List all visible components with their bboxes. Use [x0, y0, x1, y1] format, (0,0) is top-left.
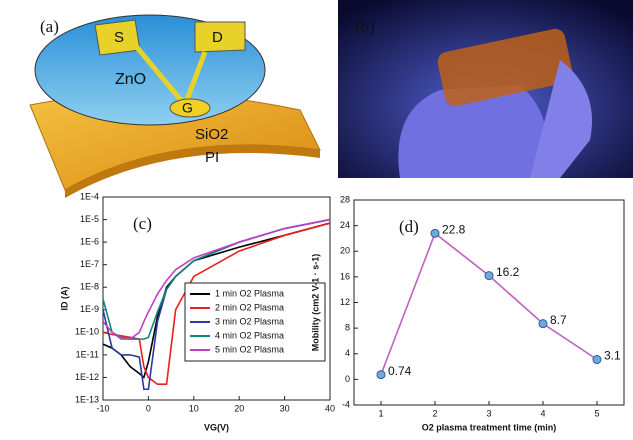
x-tick-label: 0 [146, 403, 151, 413]
y-tick-label: 28 [340, 194, 350, 204]
y-tick-label: 1E-12 [75, 372, 99, 382]
panel-label: (b) [355, 17, 375, 36]
panel-label: (c) [133, 214, 152, 233]
series-line [381, 233, 597, 374]
data-label: 22.8 [442, 222, 466, 236]
data-point [431, 229, 439, 237]
data-label: 8.7 [550, 313, 567, 327]
schematic-label: PI [205, 149, 219, 166]
legend-label: 4 min O2 Plasma [215, 330, 284, 340]
legend-label: 1 min O2 Plasma [215, 288, 284, 298]
panel-label: (d) [399, 217, 419, 236]
figure: (a) S D ZnO G SiO2 PI (b) 1E-13 1E-12 1E-1… [0, 0, 633, 435]
y-tick-label: 1E-4 [80, 191, 99, 201]
x-tick-label: 20 [234, 403, 244, 413]
x-tick-label: 40 [325, 403, 335, 413]
y-tick-label: 1E-6 [80, 236, 99, 246]
y-tick-label: 24 [340, 220, 350, 230]
schematic-label: ZnO [115, 71, 146, 88]
x-axis-label: O2 plasma treatment time (min) [422, 422, 557, 432]
x-tick-label: -10 [96, 403, 109, 413]
x-tick-label: 3 [486, 408, 491, 418]
x-tick-label: 1 [378, 408, 383, 418]
y-tick-label: 1E-13 [75, 394, 99, 404]
y-tick-label: 8 [345, 323, 350, 333]
x-axis-label: VG(V) [204, 422, 229, 432]
schematic-label: SiO2 [195, 126, 228, 143]
y-tick-label: 20 [340, 246, 350, 256]
data-label: 0.74 [388, 364, 412, 378]
y-tick-label: 16 [340, 271, 350, 281]
y-tick-label: -4 [342, 399, 350, 409]
data-point [539, 320, 547, 328]
data-point [377, 371, 385, 379]
legend-label: 5 min O2 Plasma [215, 344, 284, 354]
x-tick-label: 4 [540, 408, 545, 418]
schematic-label: S [114, 29, 124, 46]
y-tick-label: 1E-8 [80, 282, 99, 292]
schematic [30, 15, 320, 198]
panel-label: (a) [40, 17, 59, 36]
schematic-label: D [212, 29, 223, 46]
legend-label: 3 min O2 Plasma [215, 316, 284, 326]
data-point [593, 356, 601, 364]
y-tick-label: 1E-9 [80, 304, 99, 314]
y-tick-label: 0 [345, 374, 350, 384]
x-tick-label: 10 [189, 403, 199, 413]
y-tick-label: 1E-10 [75, 327, 99, 337]
x-tick-label: 30 [280, 403, 290, 413]
y-axis-label: Mobility (cm2 V-1 · s-1) [310, 254, 320, 352]
data-label: 16.2 [496, 265, 520, 279]
data-point [485, 272, 493, 280]
y-tick-label: 1E-5 [80, 214, 99, 224]
data-label: 3.1 [604, 349, 621, 363]
legend-label: 2 min O2 Plasma [215, 302, 284, 312]
y-tick-label: 1E-11 [76, 349, 99, 359]
x-tick-label: 2 [432, 408, 437, 418]
y-tick-label: 4 [345, 348, 350, 358]
x-tick-label: 5 [594, 408, 599, 418]
y-tick-label: 1E-7 [80, 259, 99, 269]
y-tick-label: 12 [340, 297, 350, 307]
schematic-label: G [182, 100, 193, 116]
photo [338, 0, 633, 178]
y-axis-label: ID (A) [59, 287, 69, 311]
